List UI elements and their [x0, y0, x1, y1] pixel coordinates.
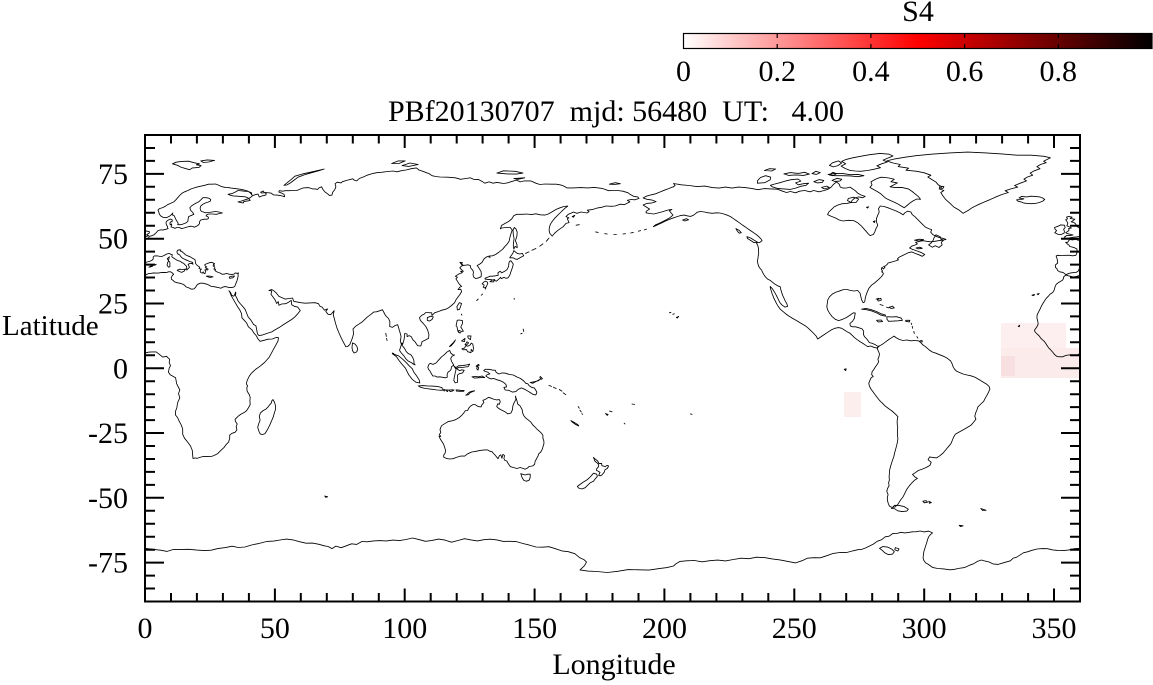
svg-text:Longitude: Longitude	[552, 648, 675, 681]
svg-text:PBf20130707 mjd: 56480 UT:: PBf20130707 mjd: 56480 UT: 4.00	[388, 95, 844, 128]
svg-text:50: 50	[98, 223, 128, 256]
svg-text:0: 0	[138, 612, 153, 645]
svg-text:350: 350	[1032, 612, 1077, 645]
svg-text:Latitude: Latitude	[2, 310, 99, 342]
svg-text:25: 25	[98, 287, 128, 320]
svg-text:50: 50	[260, 612, 290, 645]
svg-text:0: 0	[113, 352, 128, 385]
svg-text:0: 0	[676, 55, 691, 88]
svg-text:100: 100	[382, 612, 427, 645]
svg-text:-50: -50	[88, 482, 128, 515]
svg-text:75: 75	[98, 158, 128, 191]
svg-text:-75: -75	[88, 547, 128, 580]
svg-text:0.8: 0.8	[1040, 55, 1078, 88]
svg-text:250: 250	[772, 612, 817, 645]
svg-text:150: 150	[512, 612, 557, 645]
svg-text:200: 200	[642, 612, 687, 645]
svg-text:0.2: 0.2	[758, 55, 796, 88]
svg-text:S4: S4	[902, 0, 934, 28]
svg-text:-25: -25	[88, 417, 128, 450]
svg-text:300: 300	[902, 612, 947, 645]
svg-text:0.4: 0.4	[852, 55, 890, 88]
svg-text:0.6: 0.6	[946, 55, 984, 88]
